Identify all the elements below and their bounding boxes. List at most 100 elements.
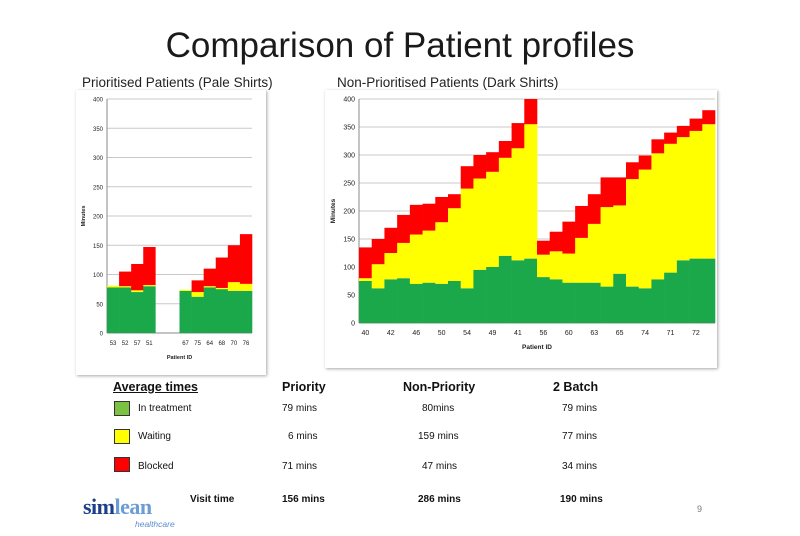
bar-waiting [651, 153, 665, 280]
y-tick-label: 200 [93, 215, 104, 221]
bar-waiting [359, 278, 373, 281]
non-prioritised-chart: 0 50 100 150 200 250 300 350 400 40 42 46 50 54 49 41 56… [330, 97, 716, 351]
y-tick-label: 350 [93, 127, 104, 133]
bar-blocked [562, 221, 576, 254]
bar-in-treatment [587, 282, 601, 323]
bar-in-treatment [537, 277, 551, 323]
bar-in-treatment [575, 282, 589, 323]
x-tick-label: 65 [616, 330, 624, 337]
x-tick-label: 72 [692, 330, 700, 337]
bar-blocked [613, 177, 627, 206]
page-number: 9 [697, 504, 703, 514]
x-tick-label: 63 [590, 330, 598, 337]
bar-in-treatment [524, 258, 538, 323]
y-tick-label: 0 [351, 321, 355, 328]
x-tick-label: 64 [206, 341, 213, 347]
bar-blocked [537, 240, 551, 255]
y-axis-label: Minutes [81, 206, 87, 227]
bar-waiting [409, 234, 423, 284]
bar-blocked [702, 110, 716, 125]
bar-blocked [422, 203, 436, 231]
bar-in-treatment [448, 281, 462, 323]
x-tick-label: 56 [539, 330, 547, 337]
bar-waiting [371, 264, 385, 289]
x-tick-label: 76 [243, 341, 250, 347]
waiting-swatch [114, 429, 130, 444]
bar-blocked [473, 155, 487, 179]
bar-in-treatment [613, 273, 627, 323]
y-tick-label: 50 [96, 302, 103, 308]
bar-in-treatment [409, 283, 423, 323]
bar-blocked [397, 214, 411, 243]
bar-waiting [613, 205, 627, 274]
x-tick-label: 49 [489, 330, 497, 337]
bar-waiting [107, 285, 120, 288]
cell: 77 mins [562, 431, 598, 442]
bar-blocked [600, 177, 614, 208]
bar-in-treatment [203, 287, 217, 333]
bar-in-treatment [435, 283, 449, 323]
y-tick-label: 100 [93, 273, 104, 279]
bar-in-treatment [191, 296, 204, 333]
logo-subtext: healthcare [135, 519, 175, 529]
bar-waiting [239, 283, 253, 291]
bar-in-treatment [143, 286, 156, 333]
bar-in-treatment [179, 290, 192, 333]
y-tick-label: 250 [343, 181, 355, 188]
bar-blocked [435, 197, 449, 223]
bar-in-treatment [460, 288, 474, 323]
y-tick-label: 250 [93, 185, 104, 191]
bar-blocked [409, 204, 423, 235]
cell: 156 mins [282, 494, 325, 505]
x-tick-label: 41 [514, 330, 522, 337]
bar-blocked [460, 166, 474, 189]
col-priority: Priority [282, 380, 326, 394]
bar-in-treatment [486, 267, 500, 323]
bar-waiting [179, 289, 192, 291]
cell: 34 mins [562, 461, 598, 472]
x-tick-label: 71 [667, 330, 675, 337]
cell: 47 mins [422, 461, 458, 472]
cell: 79 mins [282, 403, 318, 414]
bar-waiting [600, 207, 614, 287]
slide-title: Comparison of Patient profiles [165, 26, 635, 65]
bar-in-treatment [562, 282, 576, 323]
bar-blocked [524, 99, 538, 125]
x-tick-label: 67 [182, 341, 189, 347]
bar-waiting [143, 285, 156, 287]
bar-in-treatment [107, 287, 120, 333]
bar-blocked [486, 152, 500, 172]
bar-blocked [587, 194, 601, 224]
bar-blocked [549, 231, 563, 252]
prioritised-chart-panel: 0 50 100 150 200 250 300 350 400 53 52 57 51 67 75 64 68… [76, 90, 266, 375]
bar-waiting [702, 124, 716, 259]
y-tick-label: 300 [343, 153, 355, 160]
x-axis-label: Patient ID [522, 344, 552, 351]
bar-in-treatment [702, 258, 716, 323]
col-non-priority: Non-Priority [403, 380, 476, 394]
y-axis-label: Minutes [330, 198, 337, 223]
bar-in-treatment [119, 287, 132, 333]
cell: 190 mins [560, 494, 603, 505]
bar-waiting [473, 178, 487, 270]
cell: 286 mins [418, 494, 461, 505]
y-tick-label: 400 [93, 98, 104, 104]
bar-waiting [587, 223, 601, 283]
cell: 79 mins [562, 403, 598, 414]
x-tick-label: 40 [361, 330, 369, 337]
y-tick-label: 100 [343, 265, 355, 272]
row-label-blocked: Blocked [138, 461, 174, 472]
bar-in-treatment [549, 279, 563, 323]
cell: 159 mins [418, 431, 459, 442]
bar-blocked [626, 162, 640, 180]
cell: 6 mins [288, 431, 318, 442]
row-label-treatment: In treatment [138, 403, 192, 414]
bar-in-treatment [384, 279, 398, 323]
bar-waiting [119, 286, 132, 288]
bar-blocked [119, 271, 132, 287]
logo-text-sim: sim [83, 494, 115, 519]
bar-waiting [448, 208, 462, 281]
bar-waiting [422, 230, 436, 283]
visit-time-label: Visit time [190, 494, 235, 505]
bar-blocked [664, 132, 678, 144]
